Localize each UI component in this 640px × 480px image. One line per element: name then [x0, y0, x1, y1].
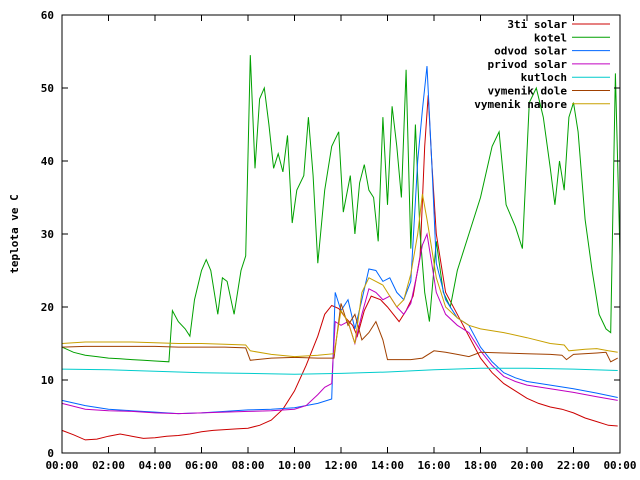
- legend-label-0: 3ti solar: [507, 18, 567, 31]
- y-tick-label-6: 60: [41, 9, 54, 22]
- x-tick-label-3: 06:00: [185, 459, 218, 472]
- legend-label-5: vymenik dole: [488, 85, 568, 98]
- x-tick-label-0: 00:00: [45, 459, 78, 472]
- series-line-4: [61, 367, 618, 375]
- legend-label-6: vymenik nahore: [474, 98, 567, 111]
- y-tick-label-2: 20: [41, 301, 54, 314]
- legend-label-3: privod solar: [488, 58, 568, 71]
- x-tick-label-9: 18:00: [464, 459, 497, 472]
- y-axis-label: teplota ve C: [8, 194, 21, 273]
- series-line-3: [61, 232, 618, 415]
- series-line-1: [61, 55, 621, 363]
- legend-label-1: kotel: [534, 31, 567, 44]
- x-tick-label-6: 12:00: [324, 459, 357, 472]
- legend-label-4: kutloch: [521, 71, 567, 84]
- x-tick-label-1: 02:00: [92, 459, 125, 472]
- legend-label-2: odvod solar: [494, 45, 567, 58]
- x-tick-label-8: 16:00: [417, 459, 450, 472]
- y-tick-label-0: 0: [47, 447, 54, 460]
- x-tick-label-11: 22:00: [557, 459, 590, 472]
- x-tick-label-4: 08:00: [231, 459, 264, 472]
- y-tick-label-4: 40: [41, 155, 54, 168]
- x-tick-label-12: 00:00: [603, 459, 636, 472]
- y-tick-label-1: 10: [41, 374, 54, 387]
- x-tick-label-10: 20:00: [510, 459, 543, 472]
- series-line-6: [61, 193, 618, 358]
- series-line-2: [61, 66, 618, 415]
- x-tick-label-2: 04:00: [138, 459, 171, 472]
- series-line-0: [61, 95, 618, 441]
- y-tick-label-3: 30: [41, 228, 54, 241]
- y-tick-label-5: 50: [41, 82, 54, 95]
- x-tick-label-7: 14:00: [371, 459, 404, 472]
- series-line-5: [61, 303, 618, 363]
- x-tick-label-5: 10:00: [278, 459, 311, 472]
- ticks-layer: 0 10 20 30 40 50 60 00:00 02:00 04:00 06:00 08:00 10…: [41, 9, 637, 472]
- series-layer: [61, 55, 621, 441]
